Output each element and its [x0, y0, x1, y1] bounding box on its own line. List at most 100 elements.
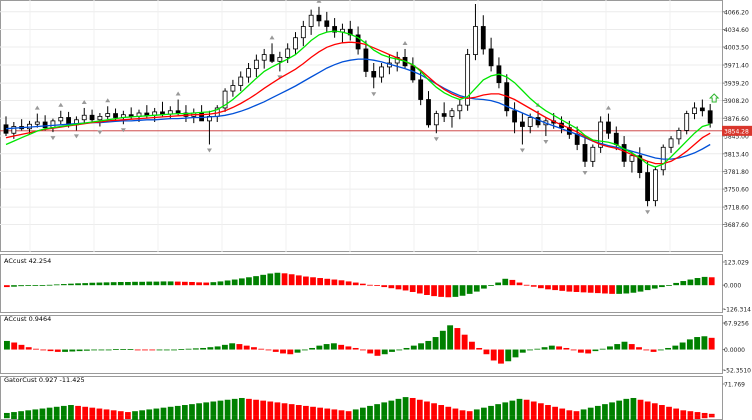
gator-lower-bar	[395, 415, 402, 420]
gator-upper-bar	[566, 410, 573, 416]
y-tick-label: 3718.60	[724, 205, 749, 212]
candle-body	[653, 169, 658, 202]
histogram-bar	[483, 349, 490, 355]
gator-upper-bar	[388, 400, 395, 416]
gator-upper-bar	[89, 407, 96, 416]
gator-lower-bar	[708, 415, 715, 418]
ac-indicator-panel-1: ACcust 42.254 123.029 0.000 -126.314	[0, 254, 751, 314]
gator-upper-bar	[18, 411, 24, 416]
gator-upper-bar	[53, 406, 60, 416]
gator-upper-bar	[132, 411, 138, 416]
candle-body	[160, 111, 165, 115]
histogram-bar	[548, 345, 555, 350]
histogram-bar	[75, 283, 81, 286]
y-tick-label: 3939.20	[724, 81, 749, 88]
histogram-bar	[701, 276, 708, 286]
histogram-bar	[110, 282, 117, 286]
gator-upper-bar	[644, 401, 651, 416]
gator-upper-bar	[651, 403, 658, 416]
gator-lower-bar	[538, 415, 544, 420]
gator-upper-bar	[324, 408, 331, 416]
gator-lower-bar	[132, 415, 138, 420]
gator-lower-bar	[694, 415, 701, 420]
gator-lower-bar	[388, 415, 395, 420]
gator-lower-bar	[324, 415, 331, 420]
fractal-down-arrow	[433, 137, 439, 142]
candle-body	[58, 117, 64, 122]
histogram-bar	[395, 285, 402, 290]
gator-upper-bar	[708, 413, 715, 416]
histogram-bar	[210, 282, 217, 286]
histogram-bar	[229, 343, 236, 350]
histogram-bar	[409, 285, 416, 292]
histogram-bar	[659, 285, 665, 288]
gator-upper-bar	[573, 411, 580, 416]
candle-body	[246, 68, 251, 78]
histogram-bar	[217, 281, 224, 286]
histogram-bar	[614, 344, 621, 350]
gator-upper-bar	[25, 410, 32, 416]
histogram-bar	[82, 283, 89, 286]
histogram-bar	[260, 274, 267, 286]
histogram-bar	[637, 285, 644, 292]
gator-upper-bar	[253, 399, 259, 416]
gator-upper-bar	[32, 409, 39, 416]
candle-body	[332, 26, 338, 33]
histogram-bar	[301, 349, 308, 351]
candle-body	[261, 54, 267, 61]
price-panel: 4066.20 4034.60 4003.50 3971.40 3939.20 3908.…	[0, 0, 752, 252]
histogram-bar	[142, 349, 148, 351]
gator-lower-bar	[659, 415, 665, 420]
gator-lower-bar	[18, 415, 24, 420]
fractal-down-arrow	[543, 140, 549, 145]
candle-body	[277, 56, 283, 62]
fractal-up-arrow	[316, 0, 322, 3]
candle-body	[637, 155, 643, 173]
gator-upper-bar	[267, 401, 274, 416]
histogram-bar	[573, 285, 580, 292]
histogram-bar	[490, 349, 497, 361]
histogram-bar	[381, 285, 388, 288]
histogram-bar	[672, 345, 679, 350]
histogram-bar	[4, 285, 10, 288]
y-tick-label: 0.000	[724, 283, 741, 290]
histogram-bar	[592, 349, 599, 352]
histogram-bar	[132, 281, 138, 286]
gator-lower-bar	[687, 415, 694, 420]
histogram-bar	[163, 349, 170, 351]
histogram-bar	[516, 282, 523, 286]
histogram-bar	[32, 285, 39, 286]
fractal-down-arrow	[582, 170, 588, 175]
gator-lower-bar	[545, 415, 551, 420]
histogram-bar	[40, 349, 47, 351]
gator-lower-bar	[182, 415, 188, 420]
gator-lower-bar	[303, 415, 309, 420]
histogram-bar	[251, 347, 257, 350]
gator-lower-bar	[445, 415, 452, 420]
gator-lower-bar	[566, 415, 573, 420]
panel-frame	[0, 315, 723, 374]
gator-lower-bar	[352, 415, 359, 420]
histogram-bar	[381, 349, 388, 355]
histogram-bar	[616, 285, 623, 294]
histogram-bar	[267, 273, 274, 286]
y-tick-label: 123.029	[724, 260, 749, 267]
histogram-bar	[330, 343, 337, 350]
histogram-bar	[452, 285, 459, 297]
gator-lower-bar	[274, 415, 281, 420]
histogram-bar	[103, 282, 110, 286]
gator-upper-bar	[409, 397, 416, 416]
gator-lower-bar	[146, 415, 153, 420]
fractal-up-arrow	[81, 99, 87, 104]
histogram-bar	[224, 280, 231, 286]
gator-upper-bar	[196, 403, 202, 416]
gator-lower-bar	[502, 415, 509, 420]
fractal-down-arrow	[50, 136, 56, 141]
candle-body	[457, 104, 463, 112]
gator-upper-bar	[623, 398, 630, 416]
gator-upper-bar	[167, 406, 174, 416]
histogram-bar	[62, 349, 68, 352]
gator-lower-bar	[68, 415, 74, 420]
candle-body	[81, 114, 87, 121]
gator-lower-bar	[32, 415, 39, 420]
